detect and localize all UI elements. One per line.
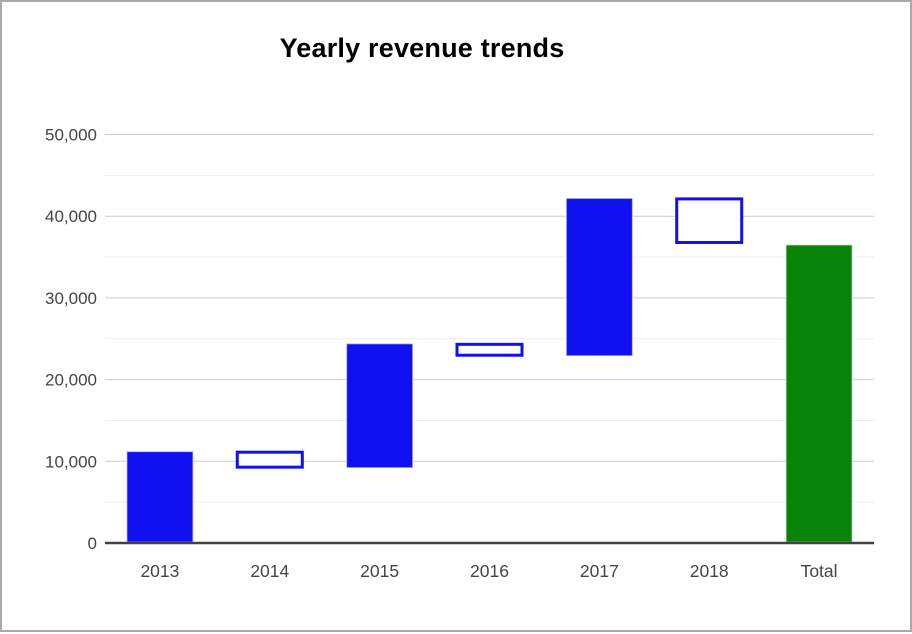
bar-2016[interactable] bbox=[457, 344, 522, 355]
x-axis-category-label: 2017 bbox=[580, 561, 619, 581]
y-axis-tick-label: 0 bbox=[88, 534, 97, 553]
bar-2018[interactable] bbox=[677, 199, 742, 243]
x-axis-category-label: 2018 bbox=[690, 561, 729, 581]
y-axis-tick-label: 50,000 bbox=[45, 126, 97, 145]
x-axis-category-label: 2015 bbox=[360, 561, 399, 581]
bar-2017[interactable] bbox=[566, 198, 633, 356]
y-axis-tick-label: 10,000 bbox=[45, 452, 97, 471]
bar-2015[interactable] bbox=[346, 344, 413, 468]
y-axis-tick-label: 20,000 bbox=[45, 371, 97, 390]
bar-2013[interactable] bbox=[127, 451, 194, 542]
y-axis-tick-label: 30,000 bbox=[45, 289, 97, 308]
x-axis-category-label: 2016 bbox=[470, 561, 509, 581]
x-axis-category-label: 2014 bbox=[250, 561, 289, 581]
bar-2014[interactable] bbox=[237, 452, 302, 467]
bar-total[interactable] bbox=[786, 245, 853, 543]
x-axis-category-label: Total bbox=[801, 561, 838, 581]
y-axis-tick-label: 40,000 bbox=[45, 207, 97, 226]
x-axis-category-label: 2013 bbox=[140, 561, 179, 581]
